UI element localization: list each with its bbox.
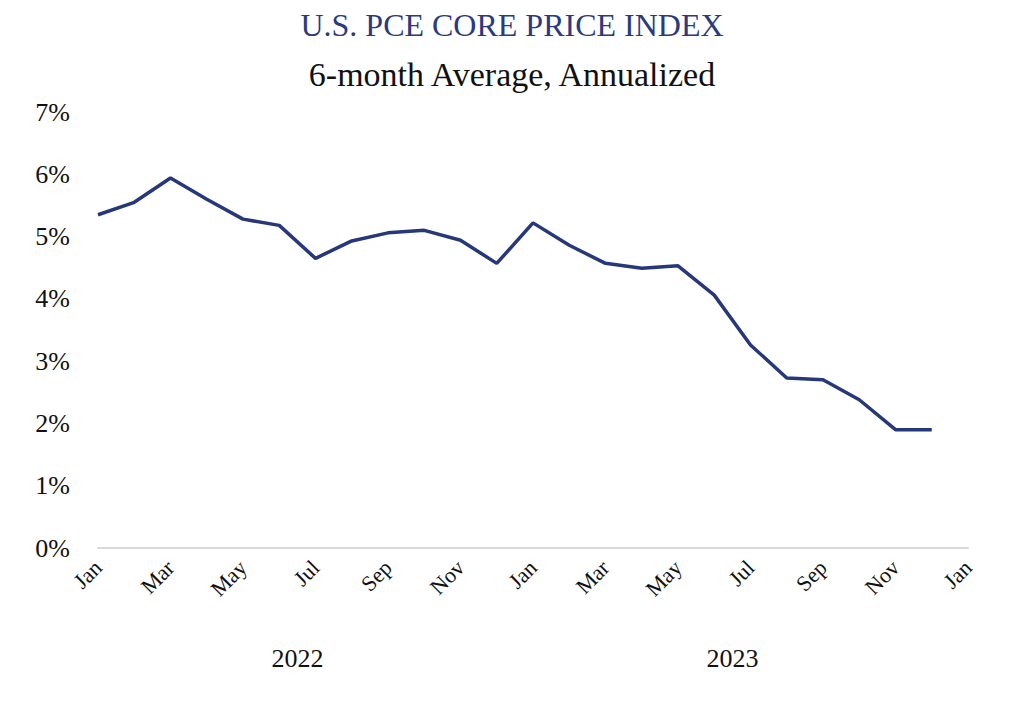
svg-text:Nov: Nov	[425, 555, 469, 599]
svg-text:Mar: Mar	[571, 555, 615, 599]
svg-text:1%: 1%	[35, 471, 70, 500]
svg-text:4%: 4%	[35, 284, 70, 313]
svg-text:Mar: Mar	[136, 555, 180, 599]
svg-text:2022: 2022	[271, 644, 323, 673]
svg-text:May: May	[206, 555, 252, 601]
svg-text:Jan: Jan	[68, 555, 106, 593]
svg-text:Sep: Sep	[791, 555, 832, 596]
svg-text:6%: 6%	[35, 160, 70, 189]
svg-text:6-month Average, Annualized: 6-month Average, Annualized	[309, 56, 715, 93]
svg-text:5%: 5%	[35, 222, 70, 251]
svg-text:2%: 2%	[35, 409, 70, 438]
svg-text:Jan: Jan	[938, 555, 976, 593]
svg-text:Jul: Jul	[289, 555, 325, 591]
svg-text:Nov: Nov	[860, 555, 904, 599]
svg-text:May: May	[641, 555, 687, 601]
svg-text:7%: 7%	[35, 98, 70, 127]
svg-text:0%: 0%	[35, 534, 70, 563]
svg-text:U.S. PCE CORE PRICE INDEX: U.S. PCE CORE PRICE INDEX	[300, 7, 723, 43]
svg-text:Jul: Jul	[724, 555, 760, 591]
svg-text:3%: 3%	[35, 347, 70, 376]
svg-text:Jan: Jan	[503, 555, 541, 593]
svg-text:2023: 2023	[706, 644, 758, 673]
svg-text:Sep: Sep	[356, 555, 397, 596]
